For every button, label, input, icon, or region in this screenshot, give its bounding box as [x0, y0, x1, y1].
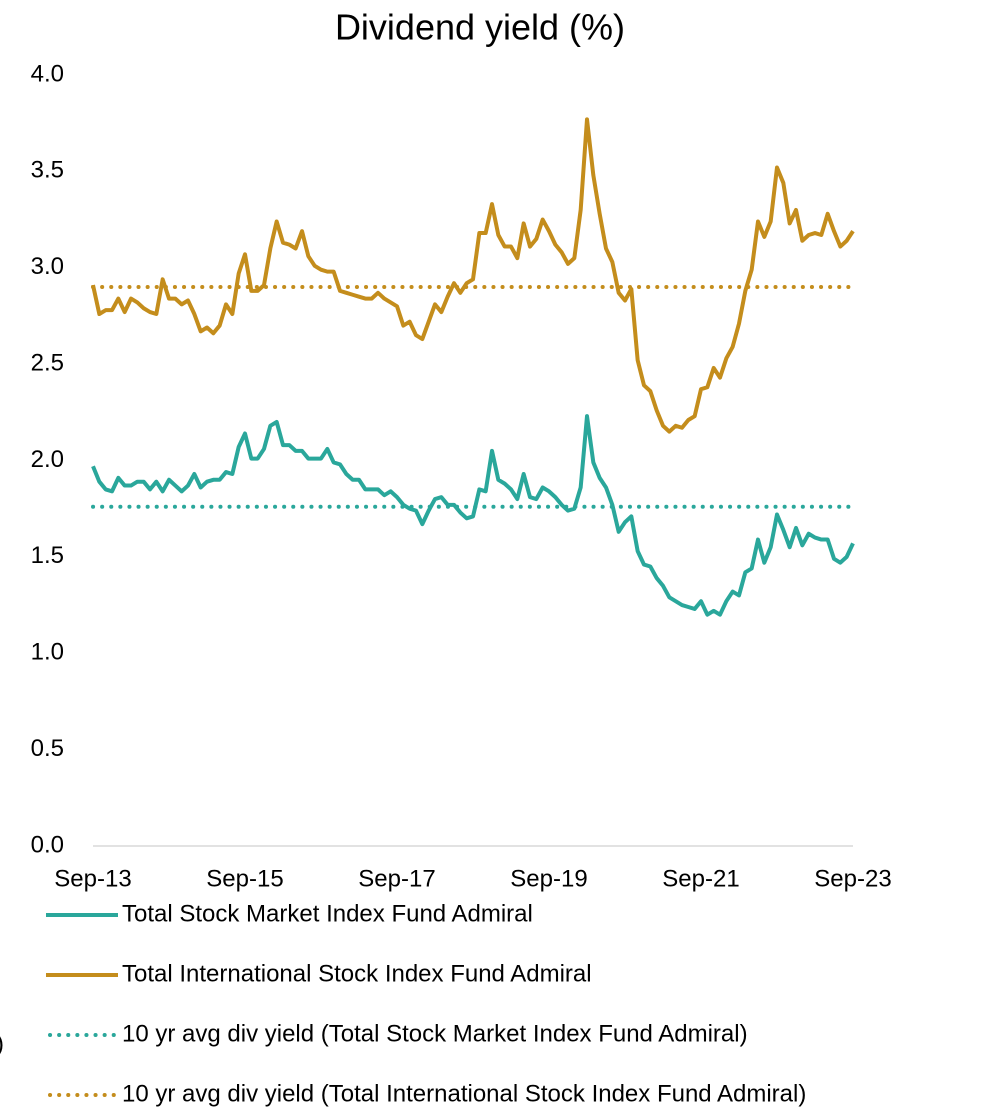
- chart-title: Dividend yield (%): [335, 7, 625, 48]
- legend-label: 10 yr avg div yield (Total International…: [122, 1080, 806, 1107]
- y-tick-label: 4.0: [31, 60, 64, 87]
- series-line: [91, 117, 855, 434]
- x-tick-label: Sep-15: [206, 865, 283, 892]
- y-tick-label: 0.0: [31, 831, 64, 858]
- legend-label: Total International Stock Index Fund Adm…: [122, 960, 592, 987]
- x-tick-label: Sep-23: [814, 865, 891, 892]
- x-tick-label: Sep-13: [54, 865, 131, 892]
- legend-label: 10 yr avg div yield (Total Stock Market …: [122, 1020, 748, 1047]
- y-tick-label: 1.0: [31, 639, 64, 666]
- x-tick-label: Sep-17: [358, 865, 435, 892]
- x-tick-label: Sep-21: [662, 865, 739, 892]
- y-tick-label: 3.0: [31, 253, 64, 280]
- y-tick-label: 1.5: [31, 542, 64, 569]
- legend-label: Total Stock Market Index Fund Admiral: [122, 900, 533, 927]
- y-tick-label: 2.0: [31, 446, 64, 473]
- y-tick-label: 3.5: [31, 157, 64, 184]
- x-tick-label: Sep-19: [510, 865, 587, 892]
- y-tick-label: 2.5: [31, 349, 64, 376]
- y-tick-label: 0.5: [31, 735, 64, 762]
- annotation: ): [0, 1030, 4, 1057]
- series-line: [91, 414, 855, 617]
